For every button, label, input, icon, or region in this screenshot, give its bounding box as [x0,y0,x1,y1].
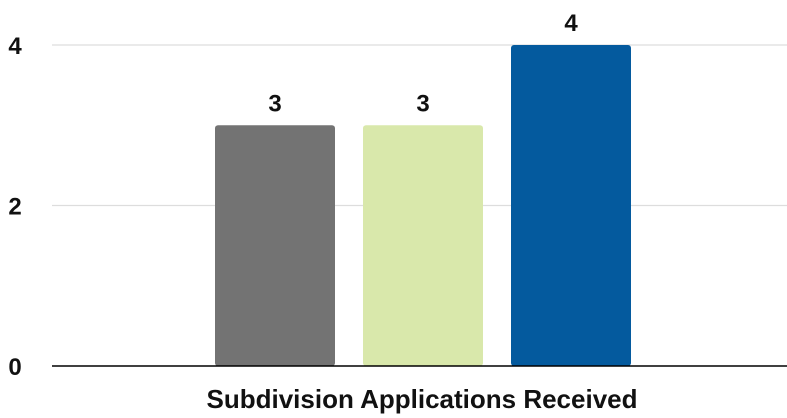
data-label-1: 3 [268,90,281,117]
data-label-2: 3 [416,90,429,117]
bars [215,45,631,366]
bar-3 [511,45,631,366]
y-tick-label-4: 4 [8,33,22,60]
bar-2 [363,125,483,366]
data-labels: 3 3 4 [268,10,578,117]
y-tick-label-2: 2 [8,194,21,221]
data-label-3: 4 [564,10,578,37]
y-tick-label-0: 0 [8,354,21,381]
y-axis-ticks: 0 2 4 [8,33,22,381]
x-axis-label: Subdivision Applications Received [206,384,637,414]
bar-1 [215,125,335,366]
